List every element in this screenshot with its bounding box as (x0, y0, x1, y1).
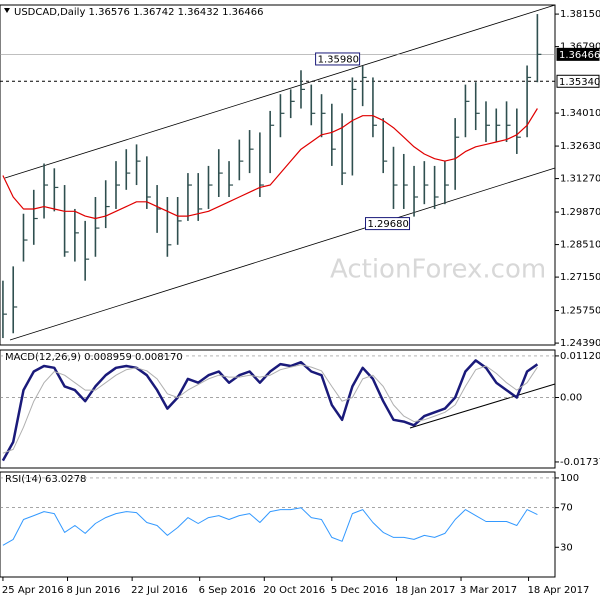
x-tick-label: 6 Sep 2016 (199, 585, 256, 596)
y-tick-label: 1.24390 (560, 338, 600, 349)
y-tick-label: 1.25750 (560, 306, 600, 317)
signal-line (2, 364, 538, 454)
moving-average-line (2, 108, 538, 220)
rsi-panel (0, 471, 556, 578)
y-tick-label: 0.011204 (560, 351, 600, 362)
annotation-label: 1.35980 (318, 54, 359, 65)
panel-title: RSI(14) 63.0278 (5, 474, 86, 485)
price-marker-label: 1.36466 (559, 50, 600, 61)
macd-panel (0, 349, 556, 469)
y-tick-label: 1.38150 (560, 9, 600, 20)
price-marker-label: 1.35340 (559, 77, 600, 88)
x-tick-label: 22 Jul 2016 (131, 585, 188, 596)
channel-upper (4, 4, 556, 179)
annotation-label: 1.29680 (368, 219, 409, 230)
panel-title: MACD(12,26,9) 0.008959 0.008170 (5, 352, 183, 363)
channel-lower (9, 167, 556, 341)
x-tick-label: 3 Mar 2017 (460, 585, 517, 596)
price-marker-box (556, 74, 600, 88)
y-tick-label: 1.31270 (560, 174, 600, 185)
price-panel (0, 4, 556, 346)
x-tick-label: 18 Apr 2017 (528, 585, 590, 596)
y-tick-label: 1.36790 (560, 42, 600, 53)
y-tick-label: 1.28510 (560, 240, 600, 251)
macd-line (1, 359, 539, 462)
y-tick-label: 70 (560, 503, 573, 514)
annotation-box (315, 52, 361, 66)
x-tick-label: 20 Oct 2016 (263, 585, 325, 596)
macd-trendline (409, 383, 556, 429)
y-tick-label: -0.017371 (560, 457, 600, 468)
y-tick-label: 0.00 (560, 392, 582, 403)
rsi-line (2, 507, 538, 546)
x-tick-label: 5 Dec 2016 (331, 585, 389, 596)
y-tick-label: 1.32630 (560, 141, 600, 152)
annotation-box (365, 217, 411, 231)
y-tick-label: 1.27150 (560, 272, 600, 283)
menu-arrow (4, 8, 10, 13)
x-tick-label: 8 Jun 2016 (67, 585, 121, 596)
y-tick-label: 1.29870 (560, 207, 600, 218)
x-tick-label: 25 Apr 2016 (2, 585, 64, 596)
y-tick-label: 1.34010 (560, 108, 600, 119)
x-tick-label: 18 Jan 2017 (395, 585, 455, 596)
price-marker-box (556, 47, 600, 61)
watermark: ActionForex.com (330, 255, 546, 285)
panel-title: USDCAD,Daily 1.36576 1.36742 1.36432 1.3… (14, 7, 264, 18)
y-tick-label: 30 (560, 542, 573, 553)
y-tick-label: 100 (560, 473, 579, 484)
